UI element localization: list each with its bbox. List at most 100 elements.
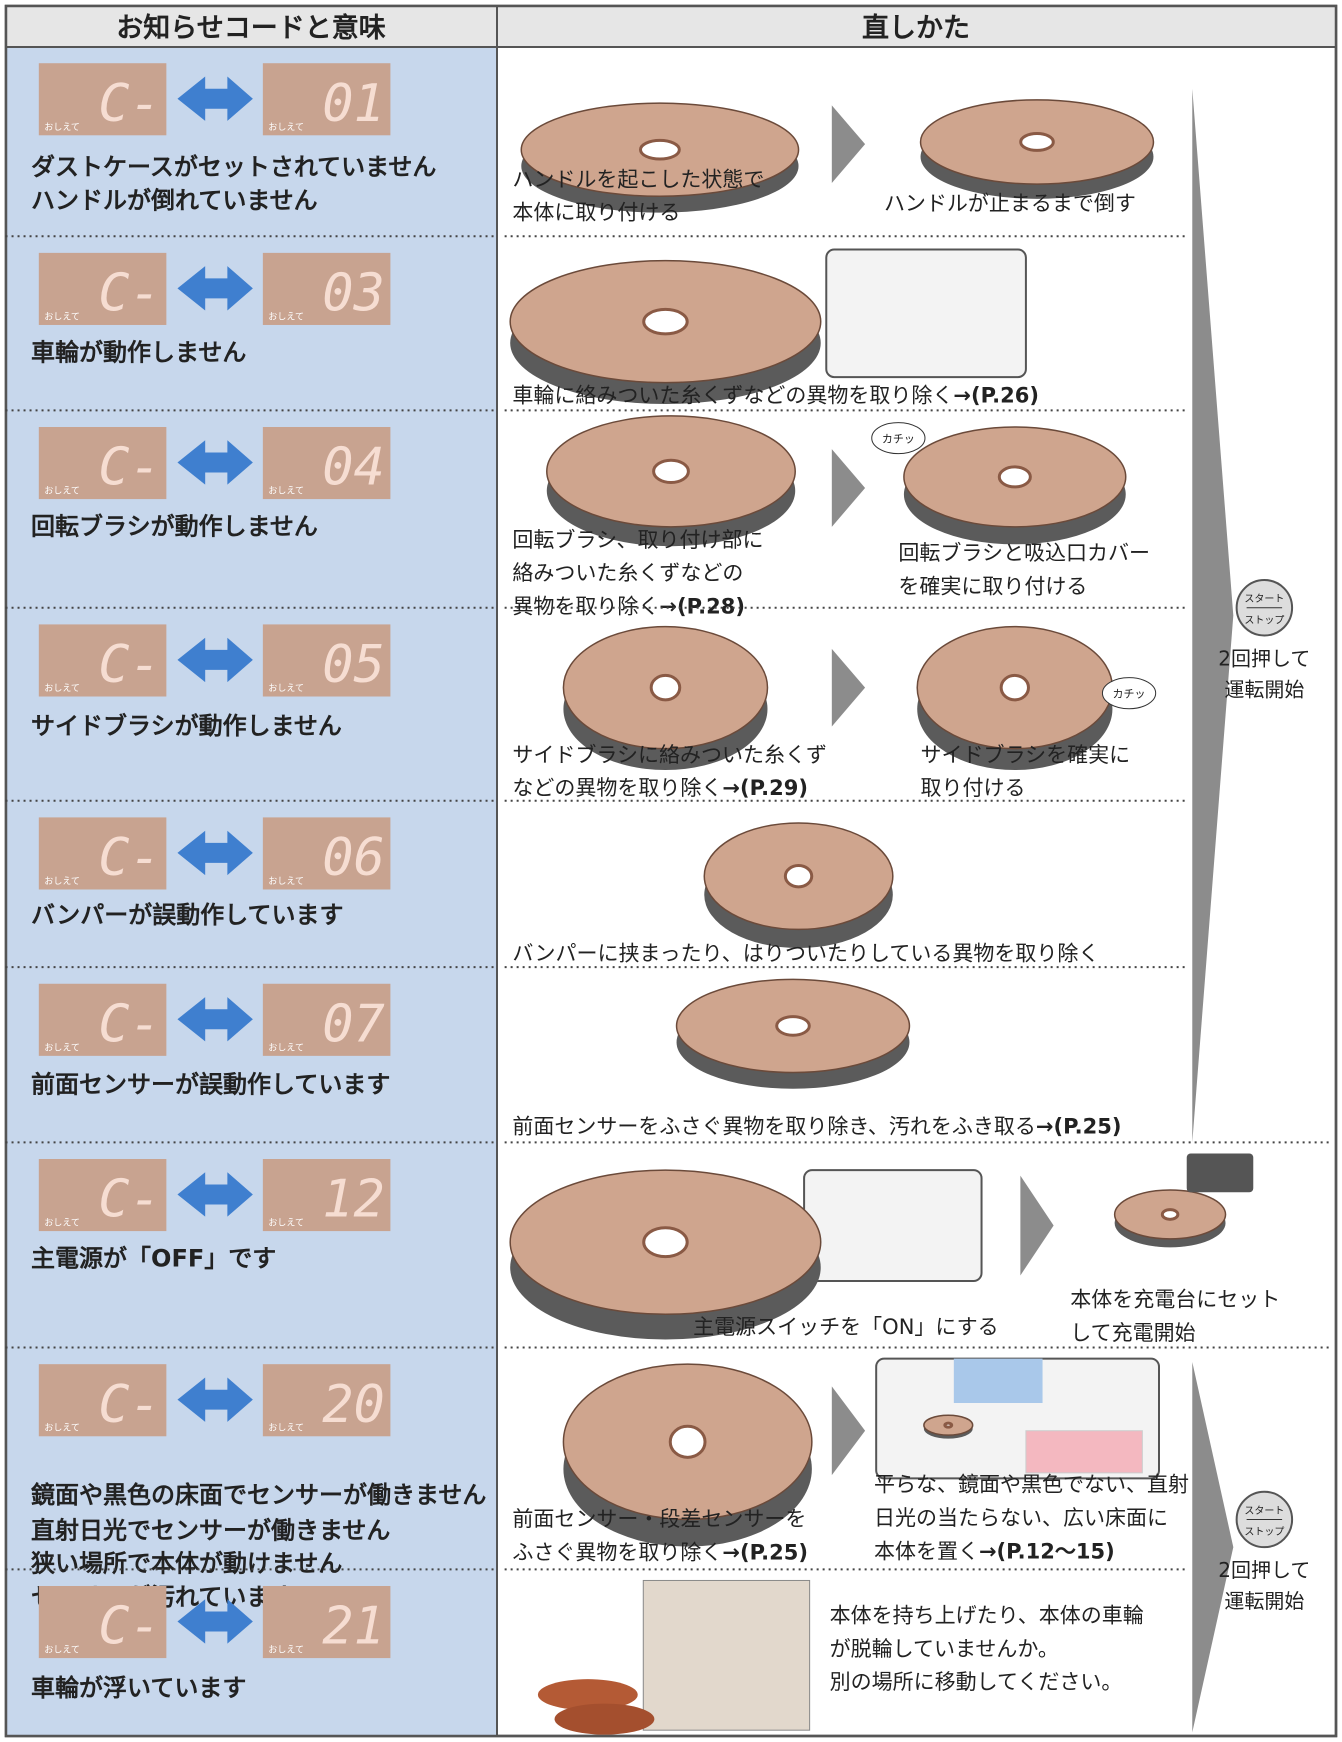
- display-hint: おしえて: [268, 486, 304, 497]
- callout-bubble: [871, 422, 926, 455]
- code-display: [38, 63, 167, 136]
- code-display: [38, 817, 167, 890]
- code-display: [262, 63, 391, 136]
- step-arrow: [831, 449, 866, 527]
- code-display: [262, 1159, 391, 1232]
- code-display: [38, 624, 167, 697]
- step-text: 本体を充電台にセット: [1070, 1288, 1280, 1312]
- step-line: 本体を置く: [874, 1539, 979, 1563]
- table-border: [4, 4, 1338, 1738]
- step-text: 別の場所に移動してください。: [830, 1670, 1123, 1694]
- step-line: 異物を取り除く: [512, 594, 659, 618]
- page-ref: →(P.29): [722, 776, 808, 800]
- code-display: [38, 252, 167, 325]
- step-line: して充電開始: [1070, 1321, 1195, 1345]
- display-hint: おしえて: [44, 311, 80, 322]
- code-display: [262, 1586, 391, 1659]
- left-column-bg: [6, 47, 497, 1736]
- step-text: サイドブラシに絡みついた糸くず: [512, 743, 827, 767]
- display-arrow: [177, 266, 253, 311]
- step-text: などの異物を取り除く→(P.29): [512, 776, 808, 800]
- step-text: 本体に取り付ける: [512, 201, 680, 225]
- code-display: [262, 624, 391, 697]
- display-code: 20: [322, 1375, 385, 1435]
- robot-button: [997, 465, 1032, 489]
- charger: [1186, 1153, 1254, 1193]
- display-hint: おしえて: [44, 876, 80, 887]
- robot-button: [775, 1015, 811, 1037]
- illustration-inset: [825, 248, 1027, 379]
- robot-button: [639, 138, 681, 161]
- display-code: 12: [322, 1170, 385, 1230]
- robot-button: [652, 458, 690, 484]
- step-text: ハンドルが止まるまで倒す: [884, 192, 1136, 216]
- step-text: バンパーに挟まったり、はりついたりしている異物を取り除く: [512, 941, 1099, 965]
- meaning: 狭い場所で本体が動けません: [30, 1550, 342, 1578]
- robot-button: [943, 1421, 954, 1429]
- button-label: スタート: [1244, 593, 1284, 605]
- meaning: 前面センサーが誤動作しています: [31, 1070, 390, 1098]
- display-hint: おしえて: [268, 1645, 304, 1656]
- step-line: 本体を持ち上げたり、本体の車輪: [830, 1604, 1144, 1628]
- display-arrow: [177, 440, 253, 485]
- step-text: 日光の当たらない、広い床面に: [874, 1506, 1168, 1530]
- page-ref: →(P.28): [659, 594, 745, 618]
- step-line: ハンドルが止まるまで倒す: [884, 192, 1136, 216]
- robot-button: [783, 864, 814, 889]
- meaning: 回転ブラシが動作しません: [31, 513, 318, 541]
- step-text: 絡みついた糸くずなどの: [512, 561, 743, 585]
- display-code: C-: [98, 264, 161, 324]
- step-line: ふさぐ異物を取り除く: [512, 1540, 722, 1564]
- page-ref: →(P.26): [953, 384, 1039, 408]
- button-label: ストップ: [1244, 614, 1284, 626]
- callout-text: カチッ: [882, 433, 915, 446]
- display-arrow: [177, 997, 253, 1042]
- step-text: ふさぐ異物を取り除く→(P.25): [512, 1540, 808, 1564]
- step-text: 回転ブラシと吸込口カバー: [898, 541, 1150, 565]
- display-code: C-: [98, 828, 161, 888]
- step-arrow: [831, 648, 866, 727]
- display-hint: おしえて: [44, 1423, 80, 1434]
- rug: [1025, 1430, 1143, 1474]
- header-left: お知らせコードと意味: [116, 12, 385, 44]
- curtain: [953, 1358, 1043, 1403]
- code-display: [262, 817, 391, 890]
- robot-button: [668, 1424, 707, 1459]
- step-line: が脱輪していませんか。: [830, 1637, 1059, 1661]
- step-line: 前面センサーをふさぐ異物を取り除き、汚れをふき取る: [512, 1114, 1036, 1138]
- display-code: C-: [98, 635, 161, 695]
- display-hint: おしえて: [268, 1423, 304, 1434]
- step-text: 取り付ける: [921, 776, 1026, 800]
- restart-text: 運転開始: [1224, 678, 1304, 702]
- step-text: 車輪に絡みついた糸くずなどの異物を取り除く→(P.26): [512, 384, 1039, 408]
- step-line: 回転ブラシと吸込口カバー: [898, 541, 1150, 565]
- display-hint: おしえて: [44, 486, 80, 497]
- step-text: 回転ブラシ、取り付け部に: [512, 528, 763, 552]
- display-code: C-: [98, 994, 161, 1054]
- step-line: ハンドルを起こした状態で: [512, 167, 764, 191]
- code-display: [38, 1364, 167, 1437]
- step-text: 前面センサー・段差センサーを: [512, 1507, 806, 1531]
- display-code: 01: [322, 74, 385, 134]
- step-line: 本体を充電台にセット: [1070, 1288, 1280, 1312]
- step-line: サイドブラシを確実に: [921, 743, 1131, 767]
- meaning: サイドブラシが動作しません: [31, 712, 342, 740]
- display-arrow: [177, 1172, 253, 1217]
- step-arrow: [831, 1386, 866, 1476]
- step-text: サイドブラシを確実に: [921, 743, 1131, 767]
- robot-button: [1019, 132, 1055, 152]
- display-code: 21: [322, 1597, 385, 1657]
- display-code: 04: [322, 438, 385, 498]
- flow-arrow: [1192, 88, 1234, 1143]
- display-hint: おしえて: [268, 683, 304, 694]
- display-arrow: [177, 76, 253, 121]
- step-line: 取り付ける: [921, 776, 1026, 800]
- code-display: [262, 252, 391, 325]
- header-right: 直しかた: [862, 13, 970, 44]
- illustration-inset: [803, 1169, 983, 1283]
- restart-text: 運転開始: [1224, 1589, 1304, 1613]
- code-display: [38, 1586, 167, 1659]
- robot-button: [649, 673, 682, 702]
- display-code: 06: [322, 828, 385, 888]
